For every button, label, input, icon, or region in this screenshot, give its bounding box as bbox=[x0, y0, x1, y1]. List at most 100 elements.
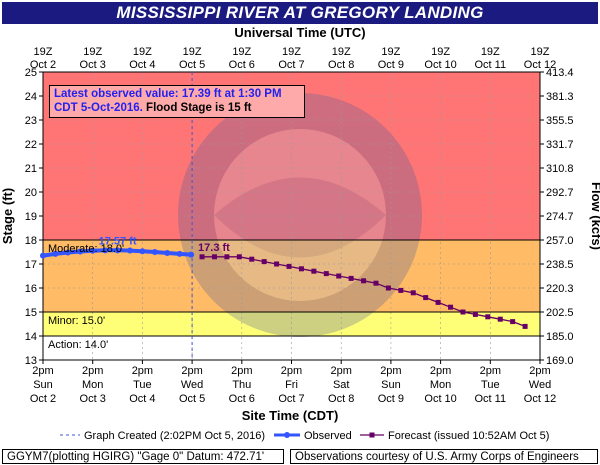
x-tick-label-date: Oct 9 bbox=[378, 393, 404, 405]
top-axis-title: Universal Time (UTC) bbox=[234, 25, 365, 40]
y2-axis-title: Flow (kcfs) bbox=[589, 182, 600, 250]
x-tick-label-date: Oct 2 bbox=[30, 393, 56, 405]
y2-tick-label: 331.7 bbox=[546, 139, 574, 151]
top-tick-label-date: Oct 3 bbox=[80, 59, 106, 71]
x-tick-label-date: Oct 3 bbox=[80, 393, 106, 405]
x-tick-label-day: Sun bbox=[33, 379, 53, 391]
x-tick-label-day: Fri bbox=[285, 379, 298, 391]
top-tick-label-time: 19Z bbox=[34, 46, 53, 58]
forecast-point bbox=[261, 259, 267, 265]
x-tick-label-time: 2pm bbox=[430, 365, 451, 377]
x-tick-label-day: Mon bbox=[430, 379, 451, 391]
top-tick-label-date: Oct 10 bbox=[424, 59, 456, 71]
x-tick-label-day: Sat bbox=[333, 379, 350, 391]
y2-tick-label: 169.0 bbox=[546, 355, 574, 367]
y-axis-title: Stage (ft) bbox=[0, 188, 15, 244]
forecast-point bbox=[361, 278, 367, 284]
y2-tick-label: 202.5 bbox=[546, 307, 574, 319]
forecast-point bbox=[448, 304, 454, 310]
y2-tick-label: 355.5 bbox=[546, 115, 574, 127]
forecast-point bbox=[274, 261, 280, 267]
top-tick-label-time: 19Z bbox=[133, 46, 152, 58]
y-tick-label: 22 bbox=[25, 139, 37, 151]
y2-tick-label: 185.0 bbox=[546, 331, 574, 343]
top-tick-label-time: 19Z bbox=[531, 46, 550, 58]
y2-tick-label: 310.8 bbox=[546, 163, 574, 175]
top-tick-label-date: Oct 7 bbox=[278, 59, 304, 71]
top-tick-label-date: Oct 6 bbox=[229, 59, 255, 71]
top-tick-label-time: 19Z bbox=[481, 46, 500, 58]
forecast-point bbox=[472, 311, 478, 317]
y-tick-label: 21 bbox=[25, 163, 37, 175]
forecast-point bbox=[485, 314, 491, 320]
legend-observed-label: Observed bbox=[304, 430, 352, 442]
threshold-label-moderate: Moderate: 18.0' bbox=[48, 243, 124, 255]
observed-point bbox=[164, 249, 171, 256]
forecast-point bbox=[385, 285, 391, 291]
legend-forecast-label: Forecast (issued 10:52AM Oct 5) bbox=[388, 430, 549, 442]
forecast-point bbox=[323, 271, 329, 277]
forecast-point bbox=[286, 263, 292, 269]
legend-forecast-marker bbox=[369, 432, 375, 438]
x-tick-label-date: Oct 12 bbox=[524, 393, 556, 405]
x-tick-label-date: Oct 11 bbox=[475, 393, 507, 405]
observed-point bbox=[151, 249, 158, 255]
info-box: Latest observed value: 17.39 ft at 1:30 … bbox=[49, 85, 305, 118]
y-tick-label: 20 bbox=[25, 187, 37, 199]
y-tick-label: 18 bbox=[25, 235, 37, 247]
y-tick-label: 16 bbox=[25, 283, 37, 295]
top-tick-label-date: Oct 2 bbox=[30, 59, 56, 71]
forecast-point bbox=[410, 290, 416, 296]
observed-point bbox=[139, 248, 146, 255]
threshold-label-minor: Minor: 15.0' bbox=[48, 315, 105, 327]
y-tick-label: 17 bbox=[25, 259, 37, 271]
x-tick-label-time: 2pm bbox=[231, 365, 252, 377]
noaa-logo-icon bbox=[178, 93, 422, 337]
noaa-watermark bbox=[178, 93, 422, 337]
y2-tick-label: 292.7 bbox=[546, 187, 574, 199]
x-tick-label-date: Oct 6 bbox=[229, 393, 255, 405]
footer-credit: Observations courtesy of U.S. Army Corps… bbox=[290, 449, 598, 464]
info-date: CDT 5-Oct-2016. bbox=[54, 101, 143, 114]
y-tick-label: 24 bbox=[25, 91, 37, 103]
x-tick-label-time: 2pm bbox=[132, 365, 153, 377]
observed-max-label: 17.57 ft bbox=[99, 235, 137, 247]
y2-tick-label: 413.4 bbox=[546, 67, 574, 79]
top-tick-label-date: Oct 8 bbox=[328, 59, 354, 71]
x-tick-label-time: 2pm bbox=[529, 365, 550, 377]
top-tick-label-date: Oct 12 bbox=[524, 59, 556, 71]
observed-point bbox=[89, 247, 96, 254]
forecast-max-label: 17.3 ft bbox=[198, 242, 230, 254]
x-tick-label-day: Tue bbox=[481, 379, 500, 391]
forecast-point bbox=[236, 254, 242, 260]
footer-site: GGYM7(plotting HGIRG) "Gage 0" Datum: 47… bbox=[2, 449, 284, 464]
observed-point bbox=[77, 248, 84, 255]
observed-point bbox=[52, 250, 59, 257]
x-tick-label-time: 2pm bbox=[330, 365, 351, 377]
forecast-point bbox=[435, 299, 441, 305]
threshold-label-action: Action: 14.0' bbox=[48, 339, 108, 351]
chart-title: MISSISSIPPI RIVER AT GREGORY LANDING bbox=[116, 3, 484, 22]
x-tick-label-time: 2pm bbox=[82, 365, 103, 377]
x-axis-title: Site Time (CDT) bbox=[242, 408, 339, 423]
top-tick-label-time: 19Z bbox=[282, 46, 301, 58]
x-tick-label-day: Thu bbox=[232, 379, 251, 391]
top-tick-label-date: Oct 11 bbox=[475, 59, 507, 71]
forecast-point bbox=[522, 323, 528, 329]
x-tick-label-time: 2pm bbox=[380, 365, 401, 377]
forecast-point bbox=[224, 254, 230, 260]
top-tick-label-time: 19Z bbox=[431, 46, 450, 58]
x-tick-label-day: Sun bbox=[381, 379, 401, 391]
observed-point bbox=[176, 250, 183, 257]
forecast-point bbox=[460, 309, 466, 315]
y-tick-label: 19 bbox=[25, 211, 37, 223]
x-tick-label-day: Mon bbox=[82, 379, 103, 391]
forecast-point bbox=[311, 268, 317, 274]
observed-point bbox=[40, 252, 46, 259]
x-tick-label-date: Oct 8 bbox=[328, 393, 354, 405]
y2-tick-label: 220.3 bbox=[546, 283, 574, 295]
legend-created-label: Graph Created (2:02PM Oct 5, 2016) bbox=[84, 430, 265, 442]
top-tick-label-time: 19Z bbox=[83, 46, 102, 58]
forecast-point bbox=[199, 254, 205, 260]
x-tick-label-time: 2pm bbox=[181, 365, 202, 377]
